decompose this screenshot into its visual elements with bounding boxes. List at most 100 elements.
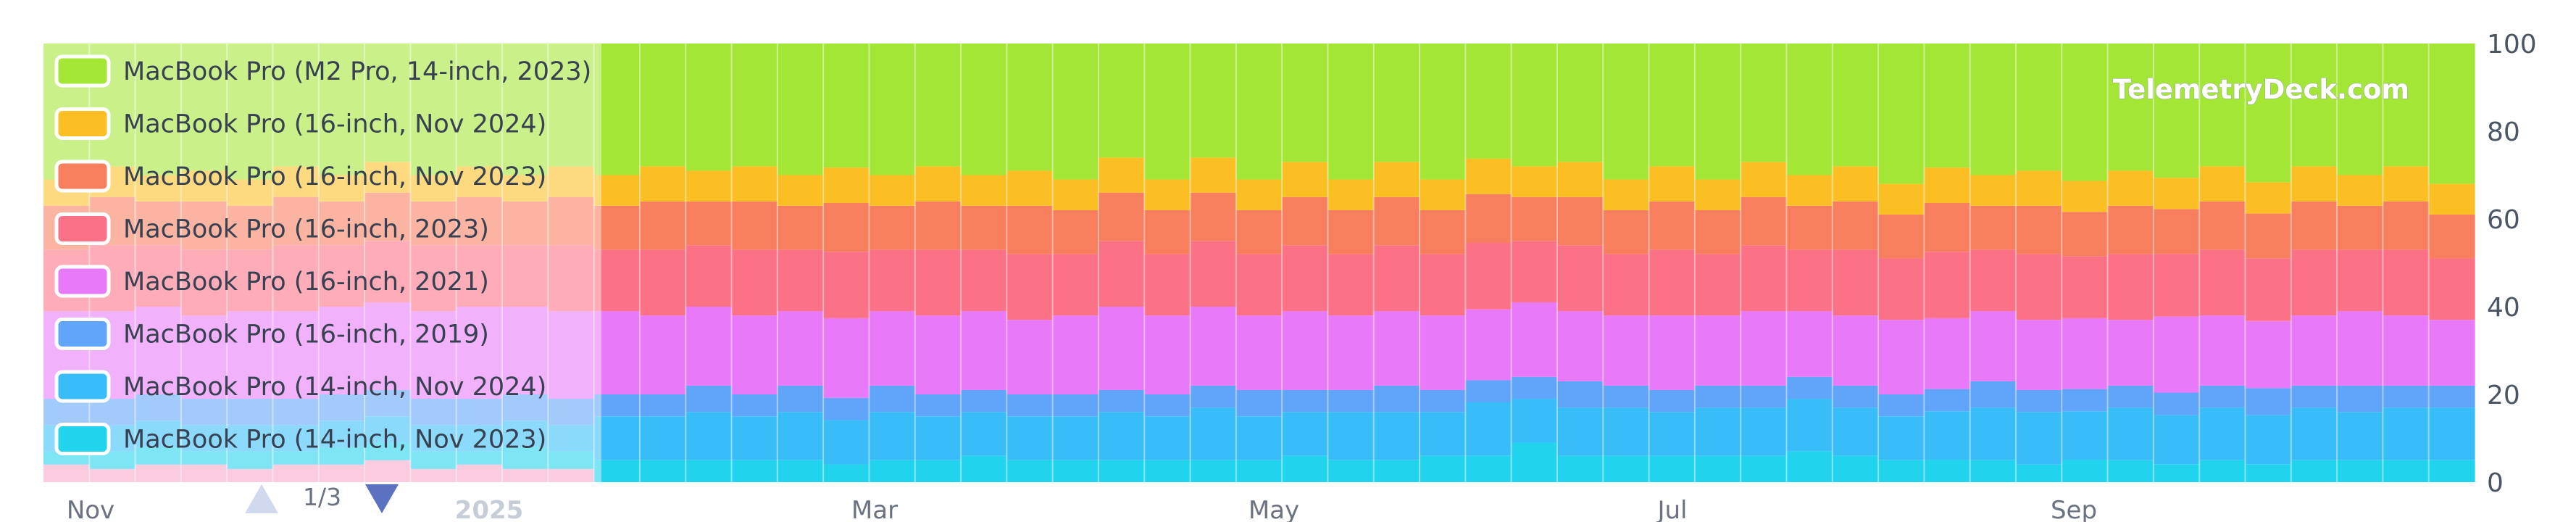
legend-swatch[interactable] bbox=[54, 160, 111, 193]
bar-segment bbox=[1786, 451, 1833, 482]
legend-swatch[interactable] bbox=[54, 318, 111, 350]
bar-segment bbox=[914, 44, 962, 167]
bar-segment bbox=[1786, 175, 1833, 206]
bar-segment bbox=[1648, 389, 1696, 413]
bar-segment bbox=[1511, 44, 1558, 167]
legend-label[interactable]: MacBook Pro (16-inch, 2023) bbox=[123, 215, 489, 244]
bar-segment bbox=[2291, 460, 2338, 482]
bar-segment bbox=[1327, 315, 1375, 390]
bar-segment bbox=[1373, 412, 1420, 460]
bar-segment bbox=[1282, 44, 1329, 162]
bar-segment bbox=[2107, 205, 2154, 254]
bar-segment bbox=[1006, 205, 1054, 254]
legend-next-page-icon[interactable] bbox=[365, 484, 399, 513]
bar-segment bbox=[2107, 254, 2154, 320]
bar-segment bbox=[1832, 166, 1879, 202]
bar-segment bbox=[1648, 412, 1696, 456]
bar-segment bbox=[1190, 192, 1237, 241]
legend-label[interactable]: MacBook Pro (M2 Pro, 14-inch, 2023) bbox=[123, 57, 591, 86]
x-tick-label: Sep bbox=[2051, 496, 2097, 522]
bar-segment bbox=[1235, 44, 1283, 180]
bar-segment bbox=[227, 44, 274, 180]
bar-segment bbox=[2062, 460, 2109, 482]
bar-segment bbox=[227, 311, 274, 399]
bar-segment bbox=[2062, 389, 2109, 412]
bar-segment bbox=[1235, 179, 1283, 210]
legend-label[interactable]: MacBook Pro (16-inch, Nov 2023) bbox=[123, 162, 546, 191]
legend-swatch[interactable] bbox=[54, 265, 111, 298]
bar-segment bbox=[869, 175, 916, 206]
bar-segment bbox=[1190, 385, 1237, 408]
bar-segment bbox=[1694, 407, 1741, 456]
bar-segment bbox=[364, 442, 412, 460]
bar-segment bbox=[2383, 315, 2430, 386]
bar-segment bbox=[731, 416, 778, 460]
legend-label[interactable]: MacBook Pro (16-inch, 2021) bbox=[123, 268, 489, 297]
bar-segment bbox=[777, 205, 824, 250]
legend-label[interactable]: MacBook Pro (16-inch, Nov 2024) bbox=[123, 110, 546, 139]
bar-segment bbox=[2428, 407, 2475, 460]
bar-segment bbox=[1420, 44, 1466, 180]
bar-segment bbox=[1465, 158, 1512, 194]
bar-segment bbox=[1420, 412, 1466, 456]
legend-label[interactable]: MacBook Pro (14-inch, Nov 2024) bbox=[123, 373, 546, 402]
legend-prev-page-icon[interactable] bbox=[245, 484, 278, 513]
bar-segment bbox=[2337, 249, 2383, 312]
legend-swatch[interactable] bbox=[54, 54, 111, 88]
legend-swatch[interactable] bbox=[54, 370, 111, 403]
bar-segment bbox=[961, 455, 1007, 482]
bar-segment bbox=[1556, 196, 1604, 246]
bar-segment bbox=[1511, 196, 1558, 241]
bar-segment bbox=[961, 175, 1007, 206]
bar-segment bbox=[502, 201, 549, 246]
bar-segment bbox=[639, 460, 686, 482]
bar-segment bbox=[1511, 399, 1558, 443]
y-tick-label: 100 bbox=[2487, 30, 2537, 59]
bar-segment bbox=[2245, 213, 2292, 259]
bar-segment bbox=[1144, 315, 1191, 394]
bar-segment bbox=[731, 44, 778, 167]
bar-segment bbox=[2245, 44, 2292, 183]
bar-segment bbox=[89, 399, 136, 426]
bar-segment bbox=[2153, 464, 2200, 482]
legend-label[interactable]: MacBook Pro (16-inch, 2019) bbox=[123, 320, 489, 349]
legend-swatch[interactable] bbox=[54, 423, 111, 455]
bar-segment bbox=[364, 44, 412, 162]
bar-segment bbox=[2107, 320, 2154, 386]
bar-segment bbox=[2015, 320, 2062, 390]
bar-segment bbox=[639, 249, 686, 316]
bar-segment bbox=[1052, 179, 1099, 210]
legend-label[interactable]: MacBook Pro (14-inch, Nov 2023) bbox=[123, 426, 546, 455]
bar-segment bbox=[731, 249, 778, 316]
bar-segment bbox=[685, 44, 733, 171]
bar-segment bbox=[1878, 258, 1925, 320]
bar-segment bbox=[777, 175, 824, 206]
bar-segment bbox=[2015, 389, 2062, 413]
bar-segment bbox=[364, 416, 412, 443]
bar-segment bbox=[1465, 243, 1512, 310]
bar-segment bbox=[1969, 249, 2017, 312]
bar-segment bbox=[2245, 415, 2292, 465]
bar-segment bbox=[1603, 254, 1650, 316]
bar-segment bbox=[1648, 166, 1696, 202]
bar-segment bbox=[731, 201, 778, 250]
bar-segment bbox=[2245, 182, 2292, 214]
legend-swatch[interactable] bbox=[54, 107, 111, 140]
bar-segment bbox=[685, 201, 733, 246]
bar-segment bbox=[318, 307, 365, 394]
bar-segment bbox=[1052, 460, 1099, 482]
bar-segment bbox=[1373, 162, 1420, 197]
bar-segment bbox=[410, 175, 457, 202]
bar-segment bbox=[914, 166, 962, 202]
bar-segment bbox=[2153, 316, 2200, 393]
bar-segment bbox=[1327, 254, 1375, 316]
bar-segment bbox=[1144, 460, 1191, 482]
bar-segment bbox=[1648, 44, 1696, 167]
bar-segment bbox=[1420, 179, 1466, 210]
bar-segment bbox=[731, 394, 778, 417]
bar-segment bbox=[2153, 178, 2200, 210]
bar-segment bbox=[1556, 407, 1604, 456]
bar-segment bbox=[2199, 249, 2246, 316]
legend-swatch[interactable] bbox=[54, 212, 111, 245]
bar-segment bbox=[2199, 44, 2246, 167]
